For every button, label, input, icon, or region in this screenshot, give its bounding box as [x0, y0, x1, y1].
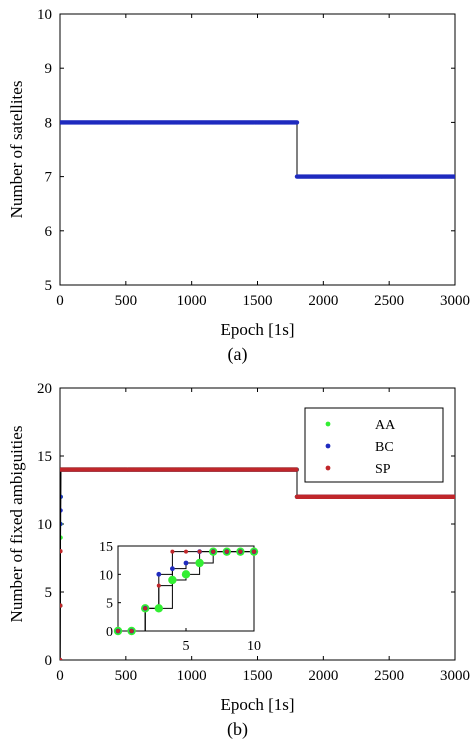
panel-b-ytick-label: 10 — [37, 517, 52, 533]
inset-series-aa-marker — [154, 604, 163, 613]
inset-ytick-label: 5 — [106, 597, 113, 612]
legend-marker-bc — [325, 443, 331, 449]
panel-b-ytick-label: 15 — [37, 449, 52, 465]
panel-b-xlabel: Epoch [1s] — [220, 695, 294, 714]
panel-b-xtick-label: 0 — [56, 668, 64, 684]
panel-a-ytick-label: 10 — [37, 7, 52, 23]
panel-a-xtick-label: 2500 — [374, 293, 404, 309]
legend-box — [304, 407, 444, 483]
inset-series-sp-marker — [170, 549, 175, 554]
legend-label-bc: BC — [375, 440, 394, 455]
panel-a-xtick-label: 2000 — [308, 293, 338, 309]
inset-frame — [117, 545, 255, 632]
inset-ytick-label: 0 — [106, 625, 113, 640]
panel-b-series-sp-marker — [452, 494, 455, 499]
panel-a-ylabel: Number of satellites — [7, 81, 26, 219]
panel-a-ytick-label: 6 — [45, 224, 53, 240]
inset-ytick-label: 10 — [99, 568, 113, 583]
panel-b-ytick-label: 20 — [37, 381, 52, 397]
panel-b-series-sp-ramp-marker — [60, 549, 63, 553]
panel-b-ylabel: Number of fixed ambiguities — [7, 426, 26, 623]
panel-b-series-sp-line — [60, 469, 455, 660]
panel-b-xtick-label: 2500 — [374, 668, 404, 684]
inset-series-bc-marker — [170, 566, 175, 572]
panel-a-series-0-marker — [452, 174, 455, 179]
panel-b-series-sp-ramp-marker — [60, 604, 63, 608]
panel-a-ytick-label: 7 — [45, 170, 53, 186]
panel-a-ytick-label: 5 — [45, 278, 53, 294]
panel-b-series-sp-ramp-marker — [60, 468, 63, 472]
inset-xtick-label: 10 — [247, 639, 261, 654]
inset-series-sp-marker — [211, 549, 216, 554]
panel-b-xtick-label: 3000 — [440, 668, 470, 684]
panel-a-xtick-label: 1500 — [243, 293, 273, 309]
inset-series-sp-marker — [156, 583, 161, 588]
panel-a-ytick-label: 8 — [45, 115, 53, 131]
inset-series-sp-marker — [197, 549, 202, 554]
legend-label-aa: AA — [375, 418, 396, 433]
panel-b-series-sp-marker — [294, 467, 299, 472]
panel-a-xtick-label: 0 — [56, 293, 64, 309]
panel-b-plot-area — [60, 467, 455, 660]
inset-series-aa-marker — [181, 570, 191, 579]
inset-xtick-label: 5 — [183, 639, 190, 654]
inset-series-sp-marker — [252, 549, 256, 554]
inset-series-aa-marker — [195, 558, 204, 568]
panel-b-series-sp-ramp-marker — [60, 658, 63, 660]
panel-b-xtick-label: 1000 — [177, 668, 207, 684]
inset-series-sp-marker — [238, 549, 243, 554]
panel-a-xtick-label: 500 — [115, 293, 138, 309]
inset-series-sp-marker — [116, 629, 120, 633]
panel-b-xtick-label: 500 — [115, 668, 138, 684]
panel-a-xlabel: Epoch [1s] — [220, 320, 294, 339]
panel-a-ytick-label: 9 — [45, 61, 53, 77]
panel-a-xtick-label: 3000 — [440, 293, 470, 309]
inset-series-sp-marker — [224, 549, 229, 554]
legend-marker-sp — [325, 465, 331, 471]
inset-series-aa-marker — [168, 575, 177, 585]
inset-series-sp-marker — [143, 606, 148, 611]
panel-a-plot-area — [60, 120, 455, 179]
inset-ytick-label: 15 — [99, 540, 113, 555]
panel-b-ytick-label: 0 — [45, 653, 53, 669]
inset-series-bc-marker — [183, 560, 189, 566]
panel-a-series-0-marker — [294, 120, 300, 125]
inset-series-sp-marker — [129, 629, 134, 633]
panel-a-caption: (a) — [228, 344, 248, 365]
panel-b-caption: (b) — [227, 719, 248, 740]
panel-a-axes-frame — [59, 13, 456, 286]
panel-a-xtick-label: 1000 — [177, 293, 207, 309]
inset-series-sp-marker — [184, 549, 188, 554]
inset-series-bc-marker — [156, 571, 162, 577]
legend-marker-aa — [325, 421, 331, 427]
panel-a-series-0-line — [60, 121, 455, 178]
panel-b-xtick-label: 1500 — [243, 668, 273, 684]
legend-label-sp: SP — [375, 462, 391, 477]
panel-b-ytick-label: 5 — [45, 585, 53, 601]
panel-b-xtick-label: 2000 — [308, 668, 338, 684]
